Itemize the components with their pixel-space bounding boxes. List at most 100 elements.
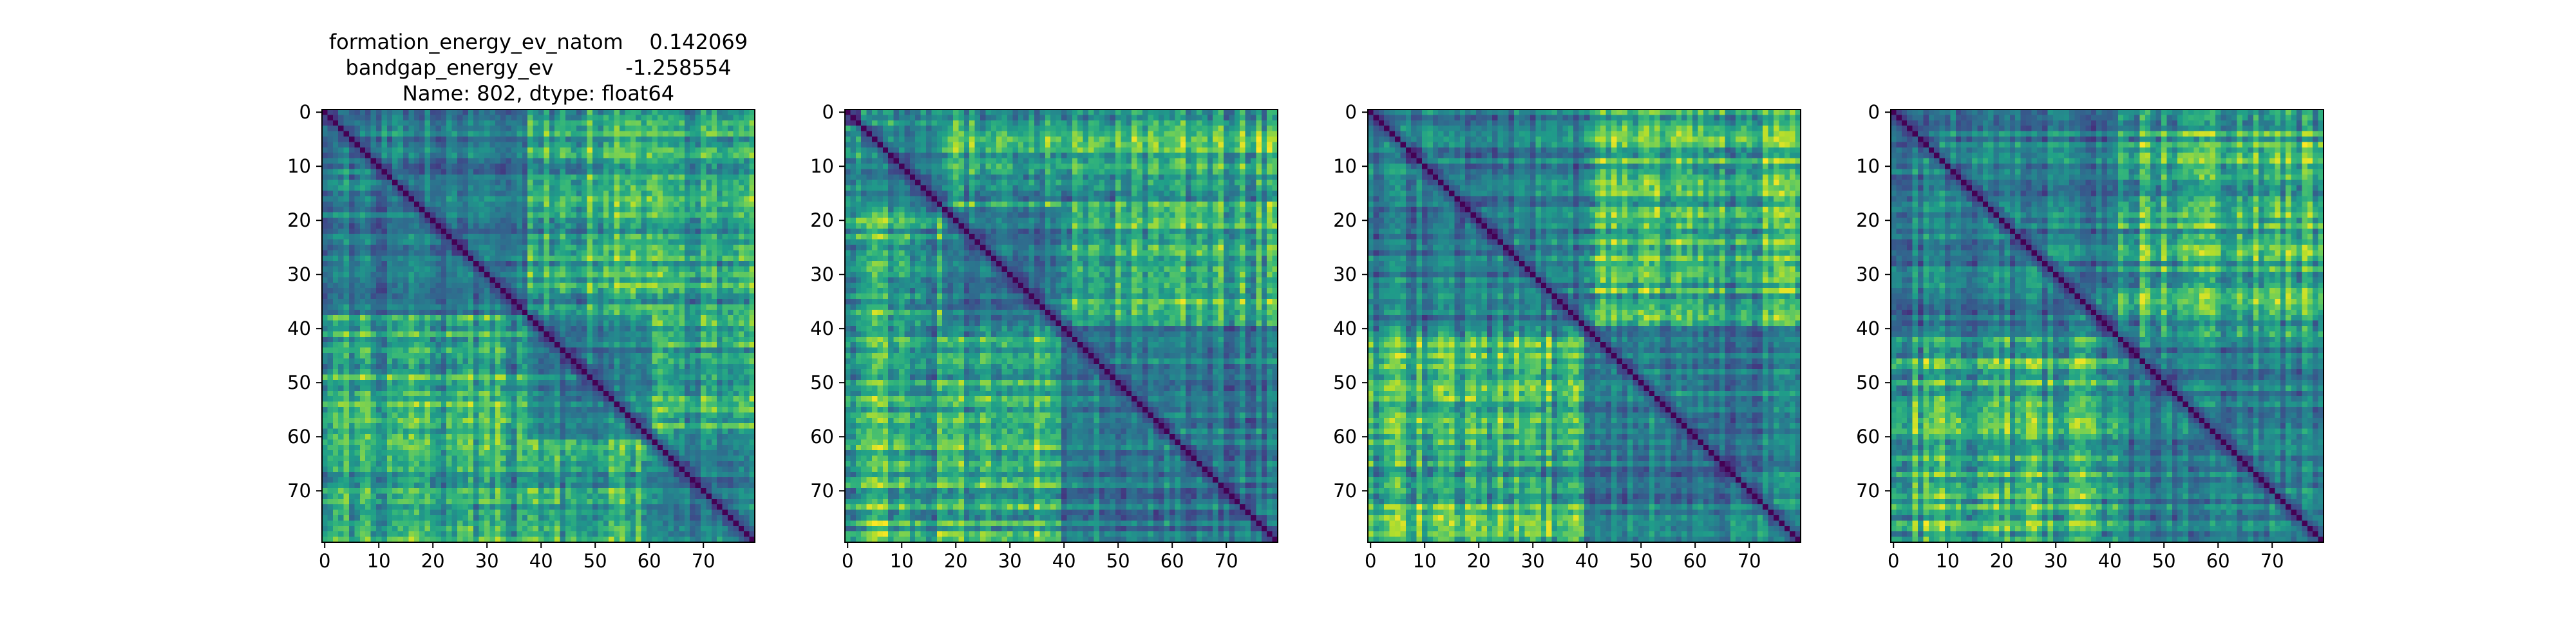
- heatmap-cell: [658, 229, 663, 234]
- heatmap-cell: [398, 175, 404, 180]
- heatmap-cell: [565, 153, 571, 158]
- heatmap-cell: [522, 434, 528, 440]
- heatmap-cell: [452, 418, 458, 424]
- heatmap-cell: [408, 109, 414, 115]
- heatmap-cell: [603, 250, 609, 256]
- heatmap-cell: [441, 310, 447, 316]
- heatmap-cell: [576, 142, 582, 147]
- heatmap-cell: [620, 115, 625, 120]
- heatmap-cell: [414, 412, 420, 418]
- heatmap-cell: [701, 229, 706, 234]
- heatmap-cell: [723, 272, 728, 278]
- heatmap-cell: [462, 115, 468, 120]
- heatmap-cell: [598, 277, 603, 283]
- heatmap-cell: [576, 304, 582, 310]
- heatmap-cell: [398, 223, 404, 229]
- heatmap-cell: [468, 109, 474, 115]
- heatmap-cell: [489, 423, 495, 429]
- heatmap-cell: [425, 120, 431, 126]
- heatmap-cell: [728, 240, 734, 245]
- heatmap-cell: [625, 218, 630, 223]
- heatmap-cell: [625, 115, 630, 120]
- heatmap-cell: [712, 223, 717, 229]
- heatmap-cell: [696, 256, 701, 261]
- heatmap-cell: [457, 169, 463, 175]
- heatmap-cell: [371, 445, 377, 451]
- heatmap-cell: [658, 234, 663, 240]
- heatmap-cell: [338, 142, 344, 147]
- heatmap-cell: [441, 369, 447, 375]
- heatmap-cell: [625, 294, 630, 299]
- heatmap-cell: [354, 385, 360, 391]
- heatmap-cell: [322, 315, 328, 321]
- heatmap-cell: [717, 337, 723, 343]
- heatmap-cell: [696, 196, 701, 202]
- heatmap-cell: [717, 207, 723, 213]
- heatmap-cell: [592, 245, 598, 251]
- heatmap-cell: [500, 153, 506, 158]
- heatmap-cell: [354, 310, 360, 316]
- heatmap-cell: [489, 158, 495, 164]
- heatmap-cell: [658, 288, 663, 294]
- heatmap-cell: [403, 218, 409, 223]
- heatmap-cell: [733, 321, 739, 327]
- heatmap-cell: [674, 218, 679, 223]
- heatmap-cell: [712, 120, 717, 126]
- heatmap-cell: [701, 407, 706, 413]
- heatmap-cell: [522, 158, 528, 164]
- heatmap-cell: [387, 342, 393, 348]
- heatmap-cell: [506, 256, 512, 261]
- heatmap-cell: [435, 326, 441, 332]
- heatmap-cell: [473, 218, 479, 223]
- heatmap-cell: [462, 348, 468, 354]
- heatmap-cell: [652, 180, 658, 185]
- heatmap-cell: [527, 348, 533, 354]
- heatmap-cell: [349, 353, 355, 359]
- heatmap-cell: [425, 353, 431, 359]
- heatmap-cell: [489, 147, 495, 153]
- heatmap-cell: [425, 196, 431, 202]
- heatmap-cell: [322, 396, 328, 402]
- heatmap-cell: [468, 115, 474, 120]
- heatmap-cell: [598, 240, 603, 245]
- heatmap-cell: [565, 218, 571, 223]
- heatmap-cell: [446, 115, 452, 120]
- heatmap-cell: [381, 109, 387, 115]
- heatmap-cell: [430, 250, 436, 256]
- heatmap-cell: [457, 196, 463, 202]
- heatmap-cell: [538, 131, 544, 137]
- heatmap-cell: [674, 396, 679, 402]
- heatmap-cell: [403, 315, 409, 321]
- heatmap-cell: [473, 120, 479, 126]
- heatmap-cell: [609, 304, 614, 310]
- heatmap-cell: [500, 229, 506, 234]
- heatmap-cell: [538, 218, 544, 223]
- heatmap-cell: [706, 126, 712, 131]
- heatmap-cell: [462, 445, 468, 451]
- heatmap-cell: [387, 153, 393, 158]
- heatmap-cell: [723, 196, 728, 202]
- heatmap-cell: [592, 120, 598, 126]
- heatmap-cell: [441, 234, 447, 240]
- heatmap-cell: [425, 229, 431, 234]
- heatmap-cell: [360, 250, 366, 256]
- heatmap-cell: [620, 202, 625, 207]
- heatmap-cell: [614, 250, 620, 256]
- heatmap-cell: [381, 202, 387, 207]
- heatmap-cell: [609, 120, 614, 126]
- heatmap-cell: [479, 288, 485, 294]
- heatmap-cell: [403, 445, 409, 451]
- heatmap-cell: [668, 272, 674, 278]
- heatmap-cell: [712, 402, 717, 408]
- heatmap-cell: [381, 185, 387, 191]
- heatmap-cell: [625, 272, 630, 278]
- heatmap-cell: [582, 267, 587, 272]
- heatmap-cell: [739, 207, 744, 213]
- heatmap-cell: [408, 191, 414, 196]
- heatmap-cell: [381, 423, 387, 429]
- heatmap-cell: [489, 331, 495, 337]
- heatmap-cell: [571, 115, 576, 120]
- heatmap-cell: [744, 310, 750, 316]
- heatmap-cell: [723, 229, 728, 234]
- heatmap-cell: [403, 304, 409, 310]
